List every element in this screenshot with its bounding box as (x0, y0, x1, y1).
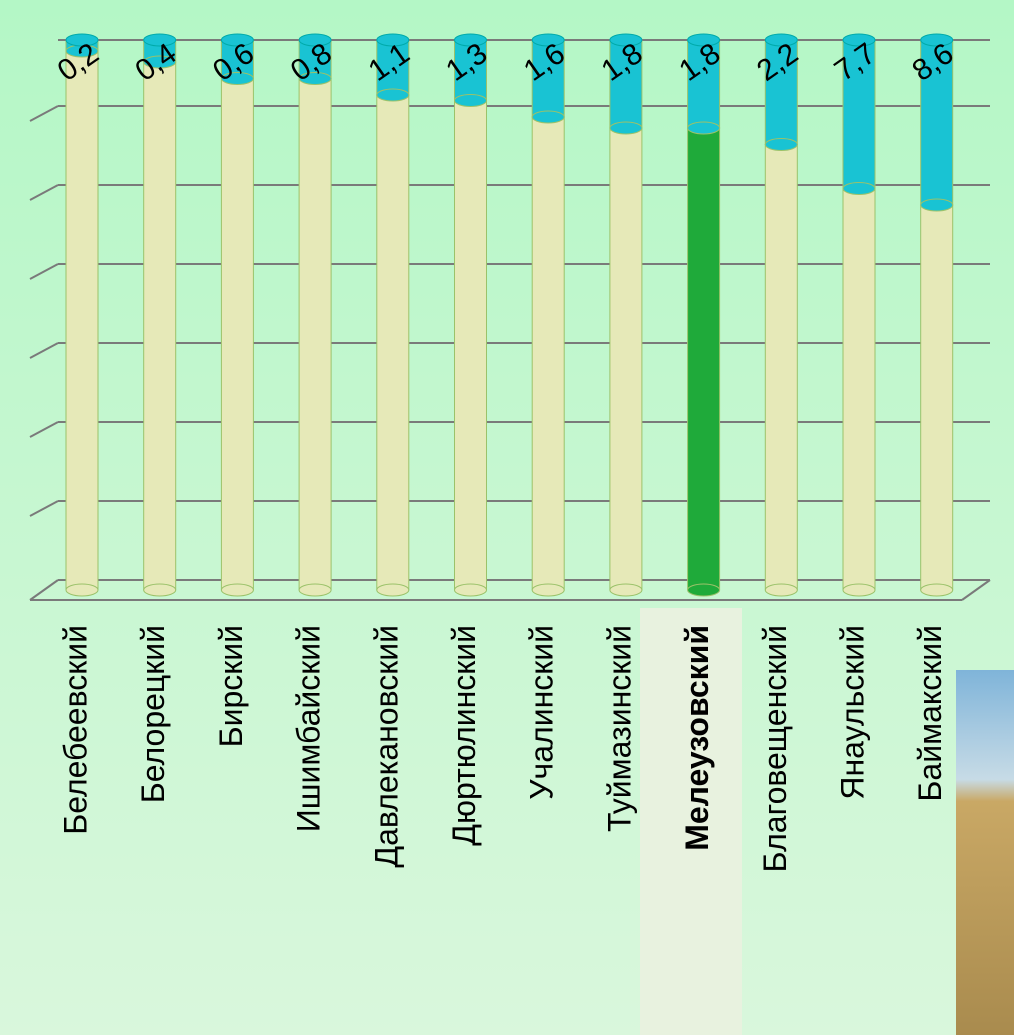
bar (298, 78, 332, 591)
bar-base (609, 583, 643, 597)
bar-top (454, 33, 487, 47)
x-tick-label: Дюртюлинский (446, 625, 482, 846)
bar-base (376, 583, 410, 597)
bar-base (687, 121, 721, 135)
bar-base (531, 110, 565, 124)
bar-base (454, 94, 487, 107)
bar-top (143, 33, 177, 47)
x-tick-label: Учалинский (524, 625, 560, 800)
bar (687, 39, 721, 129)
bar (376, 39, 410, 96)
x-tick-label: Ишимбайский (291, 625, 327, 832)
bar (376, 94, 410, 591)
bar-top (609, 33, 643, 47)
bar (454, 39, 487, 101)
bar-top (220, 33, 254, 47)
bar (143, 61, 177, 591)
grid-line (29, 500, 59, 517)
bar (609, 39, 643, 129)
bar-base (764, 583, 798, 597)
grid-line (29, 342, 59, 359)
bar-base (531, 583, 565, 597)
bar-top (65, 33, 99, 47)
grid-line (29, 263, 59, 280)
bar-base (687, 583, 721, 597)
bar-base (842, 583, 876, 597)
bar-base (220, 583, 254, 597)
x-tick-label: Благовещенский (757, 625, 793, 873)
bar (842, 188, 876, 591)
bar (531, 116, 565, 591)
bar-base (920, 198, 954, 212)
bar-base (65, 583, 99, 597)
bar-top (920, 33, 954, 47)
x-tick-label: Мелеузовский (679, 625, 715, 851)
grid-line (29, 105, 59, 122)
bar-base (376, 88, 410, 102)
bar-base (609, 121, 643, 135)
bar (531, 39, 565, 118)
bar-base (920, 583, 954, 597)
bar (609, 127, 643, 591)
x-tick-label: Туймазинский (601, 625, 637, 832)
bar (65, 50, 99, 591)
bar-base (220, 72, 254, 85)
bar (454, 100, 487, 591)
bar-top (531, 33, 565, 47)
grid-line (29, 184, 59, 201)
grid-line (29, 421, 59, 438)
bar-top (764, 33, 798, 47)
bar-top (842, 33, 876, 47)
x-tick-label: Белебеевский (57, 625, 93, 835)
bar (920, 204, 954, 591)
x-tick-label: Белорецкий (135, 625, 171, 803)
bar-base (764, 138, 798, 151)
bar-top (687, 33, 721, 47)
bar-base (143, 583, 177, 597)
bar-top (376, 33, 410, 47)
bar (764, 144, 798, 591)
axis (961, 579, 991, 601)
x-tick-label: Давлекановский (368, 625, 404, 868)
highlight-box (640, 608, 742, 1035)
grid-line (29, 579, 59, 601)
x-tick-label: Бирский (213, 625, 249, 747)
photo (956, 670, 1014, 1035)
bar-base (454, 583, 487, 597)
bar-top (298, 33, 332, 47)
bar-base (298, 72, 332, 85)
bar (764, 39, 798, 145)
grid (29, 39, 991, 601)
bar-base (842, 182, 876, 195)
bar-base (143, 55, 177, 69)
bar (687, 127, 721, 591)
bar (220, 78, 254, 591)
x-tick-label: Баймакский (912, 625, 948, 802)
x-tick-label: Янаульский (834, 625, 870, 800)
bar-base (298, 583, 332, 597)
